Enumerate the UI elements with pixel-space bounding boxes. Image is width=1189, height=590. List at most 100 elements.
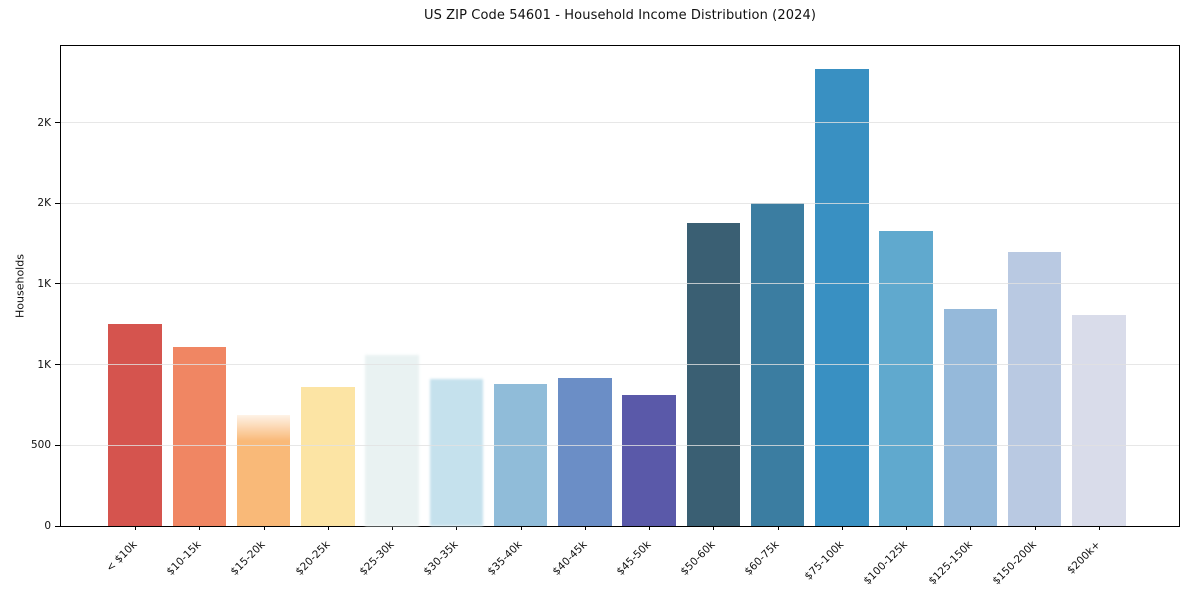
bar-slot-60-75k: [746, 46, 810, 526]
x-tick-mark-100-125k: [906, 526, 908, 530]
x-label-slot-30-35k: $30-35k: [421, 534, 488, 584]
x-tick-mark-200k: [1098, 526, 1100, 530]
bar-slot-75-100k: [810, 46, 874, 526]
y-tick-label-1500: 1K: [37, 277, 51, 290]
x-label-slot-40-45k: $40-45k: [550, 534, 617, 584]
x-label-slot-50-60k: $50-60k: [678, 534, 745, 584]
x-label-slot-25-30k: $25-30k: [357, 534, 424, 584]
bar-slot-200k: [1067, 46, 1131, 526]
x-tick-slot-15-20k: [232, 526, 296, 531]
x-tick-label-10-15k: $10-15k: [164, 538, 204, 578]
x-tick-slot-40-45k: [553, 526, 617, 531]
y-tick-label-500: 500: [30, 439, 51, 452]
x-tick-marks: [103, 526, 1131, 531]
x-tick-slot-75-100k: [810, 526, 874, 531]
x-tick-mark-60-75k: [777, 526, 779, 530]
x-tick-mark-125-150k: [970, 526, 972, 530]
bar-slot-125-150k: [938, 46, 1002, 526]
x-tick-slot-200k: [1067, 526, 1131, 531]
x-label-slot-35-40k: $35-40k: [485, 534, 553, 584]
x-tick-label-60-75k: $60-75k: [742, 538, 782, 578]
x-label-slot-15-20k: $15-20k: [228, 534, 296, 584]
x-tick-label-30-35k: $30-35k: [421, 538, 461, 578]
bar-30-35k: [429, 379, 484, 526]
x-tick-slot-20-25k: [296, 526, 360, 531]
x-tick-mark-10-15k: [199, 526, 201, 530]
x-tick-slot-50-60k: [681, 526, 745, 531]
x-tick-mark-45-50k: [649, 526, 651, 530]
bar-50-60k: [686, 222, 741, 526]
x-tick-slot-30-35k: [424, 526, 488, 531]
bar-slot-20-25k: [296, 46, 360, 526]
x-tick-slot-10k: [103, 526, 167, 531]
x-tick-label-45-50k: $45-50k: [614, 538, 654, 578]
x-tick-mark-40-45k: [584, 526, 586, 530]
x-label-slot-20-25k: $20-25k: [293, 534, 360, 584]
plot-area: Households 0 500 1K 1K 2K 2K < $10k $10-15k $15…: [14, 45, 1180, 587]
bar-slot-30-35k: [424, 46, 488, 526]
x-tick-mark-50-60k: [713, 526, 715, 530]
chart-title: US ZIP Code 54601 - Household Income Dis…: [423, 8, 817, 23]
x-tick-label-200k: $200k+: [1065, 538, 1104, 577]
x-tick-label-15-20k: $15-20k: [228, 538, 268, 578]
x-tick-mark-150-200k: [1034, 526, 1036, 530]
y-tick-label-2000: 2K: [37, 197, 51, 210]
x-tick-slot-35-40k: [489, 526, 553, 531]
x-tick-slot-150-200k: [1003, 526, 1067, 531]
x-tick-label-35-40k: $35-40k: [485, 538, 525, 578]
bar-20-25k: [301, 387, 355, 526]
x-tick-mark-30-35k: [456, 526, 458, 530]
x-tick-slot-60-75k: [746, 526, 810, 531]
bar-slot-15-20k: [232, 46, 296, 526]
x-tick-label-40-45k: $40-45k: [550, 538, 590, 578]
bar-75-100k: [815, 69, 869, 526]
bar-150-200k: [1007, 251, 1062, 526]
x-label-slot-45-50k: $45-50k: [614, 534, 681, 584]
x-tick-label-10k: < $10k: [103, 538, 140, 575]
x-label-slot-200k: $200k+: [1065, 534, 1131, 584]
bar-45-50k: [622, 394, 676, 526]
bars-container: [61, 46, 1179, 526]
bar-slot-10-15k: [167, 46, 231, 526]
x-tick-mark-25-30k: [392, 526, 394, 530]
bar-25-30k: [365, 354, 419, 526]
x-tick-slot-10-15k: [167, 526, 231, 531]
x-tick-mark-20-25k: [327, 526, 329, 530]
x-label-slot-150-200k: $150-200k: [990, 534, 1067, 588]
bar-slot-150-200k: [1003, 46, 1067, 526]
bar-slot-10k: [103, 46, 167, 526]
x-tick-label-20-25k: $20-25k: [293, 538, 333, 578]
bar-35-40k: [493, 384, 548, 526]
bar-40-45k: [558, 377, 612, 526]
bar-60-75k: [750, 202, 805, 526]
x-tick-slot-125-150k: [938, 526, 1002, 531]
x-label-slot-10k: < $10k: [103, 534, 167, 584]
y-axis-label: Households: [13, 254, 27, 318]
bar-slot-35-40k: [489, 46, 553, 526]
y-tick-label-2500: 2K: [37, 116, 51, 129]
bar-100-125k: [879, 230, 933, 526]
bar-15-20k: [236, 410, 291, 526]
x-tick-slot-45-50k: [617, 526, 681, 531]
x-tick-label-25-30k: $25-30k: [357, 538, 397, 578]
x-tick-labels: < $10k $10-15k $15-20k $20-25k $25-30k $30-35…: [103, 534, 1131, 588]
bar-slot-25-30k: [360, 46, 424, 526]
bar-slot-50-60k: [681, 46, 745, 526]
x-tick-label-50-60k: $50-60k: [678, 538, 718, 578]
x-tick-mark-75-100k: [841, 526, 843, 530]
bar-slot-100-125k: [874, 46, 938, 526]
x-tick-mark-10k: [135, 526, 137, 530]
x-tick-slot-25-30k: [360, 526, 424, 531]
x-tick-label-75-100k: $75-100k: [802, 538, 847, 583]
x-label-slot-10-15k: $10-15k: [164, 534, 231, 584]
x-tick-mark-15-20k: [263, 526, 265, 530]
bar-10k: [108, 324, 162, 526]
x-label-slot-60-75k: $60-75k: [742, 534, 810, 584]
bar-200k: [1072, 314, 1126, 526]
y-tick-label-1000: 1K: [37, 358, 51, 371]
bar-slot-45-50k: [617, 46, 681, 526]
bar-slot-40-45k: [553, 46, 617, 526]
bar-125-150k: [943, 309, 998, 526]
x-tick-mark-35-40k: [520, 526, 522, 530]
